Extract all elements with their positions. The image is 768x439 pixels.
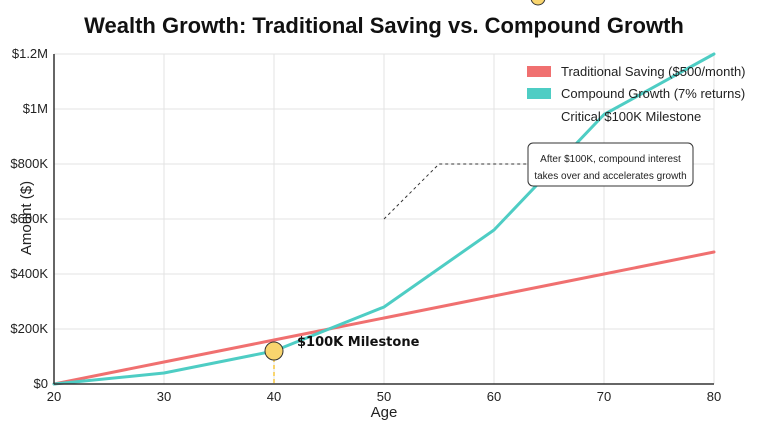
milestone-point <box>264 341 284 361</box>
chart-title: Wealth Growth: Traditional Saving vs. Co… <box>84 13 684 38</box>
tick-labels: 20 30 40 50 60 70 80 $0 $200K $400K $600K $800K $1M $… <box>10 46 721 404</box>
y-tick-label-0: $0 <box>34 376 48 391</box>
x-tick-label-4: 60 <box>487 389 501 404</box>
y-axis-label: Amount ($) <box>18 181 35 255</box>
callout-annotation: After $100K, compound interest takes ove… <box>383 142 694 220</box>
x-tick-label-1: 30 <box>157 389 171 404</box>
series-line-compound <box>52 52 716 386</box>
series-line-traditional <box>52 250 716 386</box>
y-tick-label-3: $600K <box>10 211 48 226</box>
y-tick-label-2: $400K <box>10 266 48 281</box>
y-tick-label-1: $200K <box>10 321 48 336</box>
legend-label-traditional: Traditional Saving ($500/month) <box>561 64 746 79</box>
x-tick-label-2: 40 <box>267 389 281 404</box>
callout-box <box>527 142 694 187</box>
legend-swatch-traditional <box>527 66 551 77</box>
axes <box>53 54 714 385</box>
legend-label-milestone: Critical $100K Milestone <box>561 109 701 124</box>
x-axis-label: Age <box>371 404 398 421</box>
milestone-label: $100K Milestone <box>297 335 420 350</box>
legend-swatch-compound <box>527 88 551 99</box>
callout-text-line-1: After $100K, compound interest <box>540 154 681 165</box>
milestone-markers <box>264 0 546 384</box>
x-tick-label-0: 20 <box>47 389 61 404</box>
y-tick-label-6: $1.2M <box>12 46 48 61</box>
callout-text-line-2: takes over and accelerates growth <box>534 171 686 182</box>
legend-milestone-marker <box>530 0 546 6</box>
callout-dashed-arrow <box>383 163 527 220</box>
legend: Traditional Saving ($500/month) Compound… <box>527 64 746 124</box>
x-tick-label-3: 50 <box>377 389 391 404</box>
y-tick-label-5: $1M <box>23 101 48 116</box>
legend-label-compound: Compound Growth (7% returns) <box>561 86 745 101</box>
x-tick-label-6: 80 <box>707 389 721 404</box>
series-lines <box>52 52 716 386</box>
x-tick-label-5: 70 <box>597 389 611 404</box>
y-tick-label-4: $800K <box>10 156 48 171</box>
